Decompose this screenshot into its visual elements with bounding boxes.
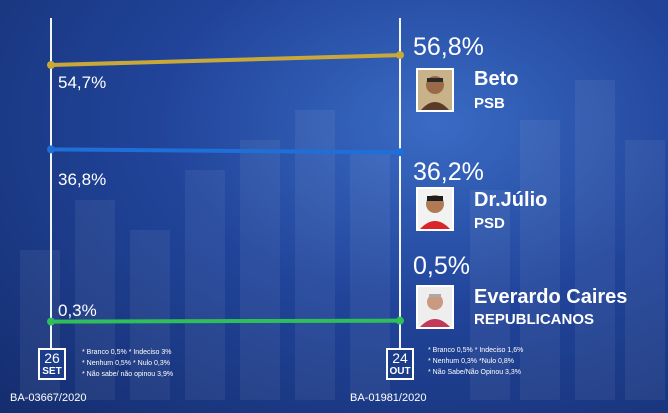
registration-left: BA-03667/2020 xyxy=(10,392,87,404)
date-box-right: 24 OUT xyxy=(386,348,414,380)
candidate-photo-everardo xyxy=(416,285,454,329)
series-line-1 xyxy=(49,147,402,155)
candidate-name-julio: Dr.Júlio xyxy=(474,189,548,211)
series-point-2-0 xyxy=(47,317,55,326)
candidate-photo-julio xyxy=(416,187,454,231)
series-point-2-1 xyxy=(396,316,404,325)
series-point-0-1 xyxy=(396,51,404,60)
candidate-photo-beto xyxy=(416,68,454,112)
axis-line-left xyxy=(50,18,52,348)
candidate-party-julio: PSD xyxy=(474,215,505,232)
note-right-line: * Nenhum 0,3% *Nulo 0,8% xyxy=(428,358,514,365)
registration-right: BA-01981/2020 xyxy=(350,392,427,404)
candidate-name-everardo: Everardo Caires xyxy=(474,286,628,308)
candidate-party-beto: PSB xyxy=(474,95,505,112)
candidate-name-beto: Beto xyxy=(474,68,519,90)
date-month-right: OUT xyxy=(389,366,411,377)
candidate-party-everardo: REPUBLICANOS xyxy=(474,311,595,328)
axis-line-right xyxy=(399,18,401,348)
value-label-beto-right: 56,8% xyxy=(413,33,484,61)
series-line-0 xyxy=(49,53,402,67)
note-left-line: * Branco 0,5% * Indeciso 3% xyxy=(82,349,172,356)
note-left-line: * Não sabe/ não opinou 3,9% xyxy=(82,371,174,378)
date-month-left: SET xyxy=(42,366,62,377)
notes-right: * Branco 0,5% * Indeciso 1,6% * Nenhum 0… xyxy=(428,345,523,378)
value-label-beto-left: 54,7% xyxy=(58,73,107,92)
value-label-julio-right: 36,2% xyxy=(413,158,484,186)
note-right-line: * Não Sabe/Não Opinou 3,3% xyxy=(428,369,522,376)
date-day-right: 24 xyxy=(392,350,408,366)
value-label-everardo-left: 0,3% xyxy=(58,301,97,320)
value-label-julio-left: 36,8% xyxy=(58,170,107,189)
series-line-2 xyxy=(49,318,402,324)
note-right-line: * Branco 0,5% * Indeciso 1,6% xyxy=(428,347,524,354)
series-point-1-0 xyxy=(47,145,55,154)
series-point-0-0 xyxy=(47,60,55,69)
note-left-line: * Nenhum 0,5% * Nulo 0,3% xyxy=(82,360,170,367)
date-day-left: 26 xyxy=(44,350,60,366)
notes-left: * Branco 0,5% * Indeciso 3% * Nenhum 0,5… xyxy=(82,347,173,380)
value-label-everardo-right: 0,5% xyxy=(413,252,470,280)
date-box-left: 26 SET xyxy=(38,348,66,380)
series-point-1-1 xyxy=(396,148,404,157)
